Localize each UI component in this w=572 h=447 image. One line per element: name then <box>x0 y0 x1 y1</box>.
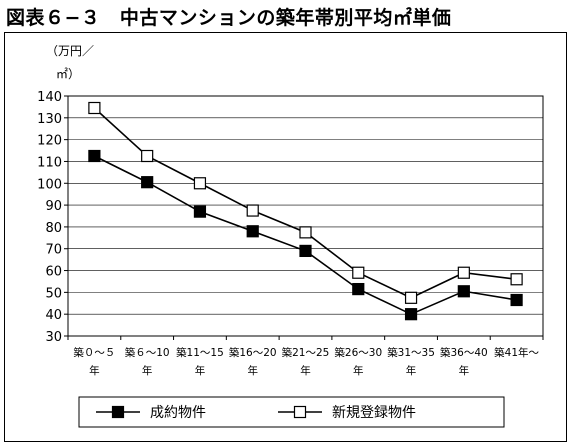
data-point-series-1 <box>246 225 259 238</box>
data-point-series-1 <box>88 149 101 163</box>
data-point-series-1 <box>510 293 523 307</box>
legend-box <box>78 396 505 428</box>
data-point-series-1 <box>352 282 365 296</box>
data-point-series-2 <box>510 273 523 286</box>
y-tick-label: 40 <box>45 308 62 323</box>
legend-marker-2 <box>293 405 307 419</box>
y-tick-label: 30 <box>45 330 62 345</box>
x-tick-label: 築41年～ <box>494 346 539 359</box>
x-tick-label: 年 <box>89 364 100 377</box>
x-tick-label: 年 <box>195 364 206 377</box>
y-tick-label: 110 <box>37 155 62 170</box>
y-tick-label: 70 <box>45 243 62 258</box>
plot-area-border <box>67 95 544 337</box>
x-tick-label: 年 <box>353 364 364 377</box>
x-tick-label: 築16～20 <box>229 346 277 359</box>
chart-frame <box>4 32 567 442</box>
x-tick-label: 築31～35 <box>387 346 435 359</box>
data-point-series-1 <box>141 176 154 189</box>
x-tick-label: 年 <box>300 364 311 377</box>
data-point-series-1 <box>193 205 207 218</box>
x-tick-label: 年 <box>459 364 470 377</box>
data-point-series-2 <box>404 291 418 304</box>
y-axis-unit-label: ㎡） <box>56 67 80 81</box>
data-point-series-2 <box>352 266 365 279</box>
data-point-series-2 <box>246 204 259 217</box>
data-point-series-2 <box>193 177 207 190</box>
legend-marker-1 <box>111 405 125 419</box>
y-tick-label: 120 <box>37 134 62 149</box>
data-point-series-2 <box>141 149 154 163</box>
x-tick-label: 築26～30 <box>334 346 382 359</box>
data-point-series-1 <box>299 244 312 258</box>
data-point-series-1 <box>457 285 470 298</box>
x-tick-label: 年 <box>247 364 258 377</box>
data-point-series-2 <box>457 266 470 279</box>
data-point-series-2 <box>299 226 312 239</box>
x-tick-label: 年 <box>142 364 153 377</box>
legend-label-1: 成約物件 <box>150 405 206 421</box>
x-tick-label: 築21～25 <box>282 346 330 359</box>
y-tick-label: 60 <box>45 265 62 280</box>
legend-label-2: 新規登録物件 <box>332 405 416 421</box>
x-tick-label: 年 <box>406 364 417 377</box>
x-tick-label: 築36～40 <box>440 346 488 359</box>
data-point-series-1 <box>404 308 418 321</box>
y-axis-unit-label: （万円／ <box>46 44 94 58</box>
y-tick-label: 90 <box>45 199 62 214</box>
y-tick-label: 100 <box>37 177 62 192</box>
y-tick-label: 130 <box>37 112 62 127</box>
x-tick-label: 築０～５ <box>73 346 115 359</box>
data-point-series-2 <box>88 101 101 115</box>
page-title: 図表６−３ 中古マンションの築年帯別平均㎡単価 <box>6 7 452 29</box>
x-tick-label: 築６～10 <box>125 346 170 359</box>
y-tick-label: 50 <box>45 286 62 301</box>
x-tick-label: 築11～15 <box>176 346 224 359</box>
y-tick-label: 80 <box>45 221 62 236</box>
series-line-2 <box>93 107 517 299</box>
y-tick-label: 140 <box>37 90 62 105</box>
